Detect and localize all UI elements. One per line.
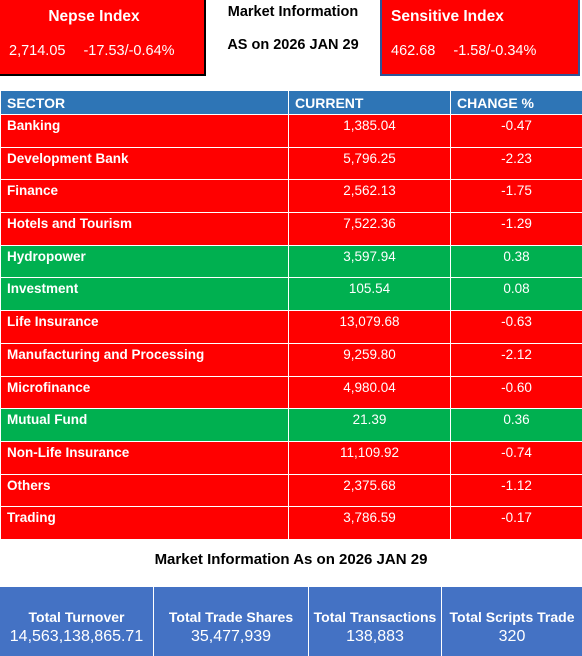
sector-current: 3,786.59 (288, 506, 451, 540)
sector-name: Finance (0, 179, 289, 214)
market-info-title: Market Information (227, 4, 359, 20)
sector-name: Life Insurance (0, 310, 289, 344)
sector-row: Manufacturing and Processing 9,259.80 -2.1… (0, 342, 582, 377)
sector-current: 2,375.68 (288, 473, 451, 508)
sector-current: 11,109.92 (288, 440, 451, 475)
sector-row: Others 2,375.68 -1.12 (0, 473, 582, 508)
sector-change: 0.38 (450, 244, 582, 279)
sensitive-index-change: -1.58/-0.34% (453, 43, 537, 59)
stat-total-trade-shares: Total Trade Shares 35,477,939 (154, 587, 309, 656)
stat-label: Total Scripts Trade (449, 609, 575, 625)
sector-row: Development Bank 5,796.25 -2.23 (0, 146, 582, 181)
header-sector: SECTOR (0, 90, 289, 115)
stat-label: Total Transactions (313, 609, 437, 625)
sector-current: 5,796.25 (288, 146, 451, 181)
stat-value: 35,477,939 (190, 628, 272, 645)
header-change: CHANGE % (450, 90, 582, 115)
sector-name: Investment (0, 277, 289, 312)
sector-row: Mutual Fund 21.39 0.36 (0, 408, 582, 442)
sensitive-index-title: Sensitive Index (391, 8, 504, 25)
sector-row: Hydropower 3,597.94 0.38 (0, 244, 582, 279)
sensitive-index-value: 462.68 (391, 43, 436, 59)
market-info-date: AS on 2026 JAN 29 (227, 37, 359, 53)
index-header: Nepse Index 2,714.05 -17.53/-0.64% Market… (0, 0, 582, 88)
sector-current: 4,980.04 (288, 375, 451, 410)
sector-change: -0.47 (450, 114, 582, 148)
sector-change: -1.29 (450, 212, 582, 246)
sector-name: Mutual Fund (0, 408, 289, 442)
sector-name: Hotels and Tourism (0, 212, 289, 246)
sector-change: -0.63 (450, 310, 582, 344)
sector-change: 0.36 (450, 408, 582, 442)
sector-name: Trading (0, 506, 289, 540)
sector-current: 13,079.68 (288, 310, 451, 344)
stat-total-scripts-trade: Total Scripts Trade 320 (442, 587, 582, 656)
sector-current: 3,597.94 (288, 244, 451, 279)
sector-change: -1.12 (450, 473, 582, 508)
sector-current: 7,522.36 (288, 212, 451, 246)
sector-row: Non-Life Insurance 11,109.92 -0.74 (0, 440, 582, 475)
sector-table-header: SECTOR CURRENT CHANGE % (0, 90, 582, 115)
sector-row: Investment 105.54 0.08 (0, 277, 582, 312)
sector-name: Others (0, 473, 289, 508)
sector-current: 21.39 (288, 408, 451, 442)
sector-name: Banking (0, 114, 289, 148)
sensitive-index-panel: Sensitive Index 462.68 -1.58/-0.34% (380, 0, 580, 76)
header-current: CURRENT (288, 90, 451, 115)
sector-name: Manufacturing and Processing (0, 342, 289, 377)
sector-change: -2.12 (450, 342, 582, 377)
sector-change: -0.60 (450, 375, 582, 410)
nepse-index-values: 2,714.05 -17.53/-0.64% (9, 43, 175, 59)
stat-value: 14,563,138,865.71 (9, 628, 144, 645)
nepse-index-value: 2,714.05 (9, 43, 66, 59)
footer-title: Market Information As on 2026 JAN 29 (154, 551, 428, 568)
sector-row: Trading 3,786.59 -0.17 (0, 506, 582, 540)
sector-row: Microfinance 4,980.04 -0.60 (0, 375, 582, 410)
nepse-index-change: -17.53/-0.64% (83, 43, 175, 59)
sector-row: Banking 1,385.04 -0.47 (0, 114, 582, 148)
sector-row: Finance 2,562.13 -1.75 (0, 179, 582, 214)
sector-current: 2,562.13 (288, 179, 451, 214)
sector-change: -2.23 (450, 146, 582, 181)
stat-total-transactions: Total Transactions 138,883 (309, 587, 442, 656)
sector-table: SECTOR CURRENT CHANGE % Banking 1,385.04-… (0, 90, 582, 540)
sensitive-index-values: 462.68 -1.58/-0.34% (391, 43, 536, 59)
sector-change: 0.08 (450, 277, 582, 312)
sector-row: Life Insurance 13,079.68 -0.63 (0, 310, 582, 344)
sector-name: Development Bank (0, 146, 289, 181)
market-stats-bar: Total Turnover 14,563,138,865.71 Total T… (0, 587, 582, 656)
stat-label: Total Trade Shares (168, 609, 294, 625)
sector-change: -1.75 (450, 179, 582, 214)
stat-total-turnover: Total Turnover 14,563,138,865.71 (0, 587, 154, 656)
stat-value: 138,883 (346, 628, 404, 645)
sector-current: 1,385.04 (288, 114, 451, 148)
sector-current: 9,259.80 (288, 342, 451, 377)
sector-name: Hydropower (0, 244, 289, 279)
stat-label: Total Turnover (28, 609, 125, 625)
sector-change: -0.74 (450, 440, 582, 475)
nepse-index-title: Nepse Index (48, 8, 140, 25)
sector-name: Microfinance (0, 375, 289, 410)
sector-change: -0.17 (450, 506, 582, 540)
sector-row: Hotels and Tourism 7,522.36 -1.29 (0, 212, 582, 246)
sector-current: 105.54 (288, 277, 451, 312)
stat-value: 320 (498, 628, 526, 645)
nepse-index-panel: Nepse Index 2,714.05 -17.53/-0.64% (0, 0, 206, 76)
sector-name: Non-Life Insurance (0, 440, 289, 475)
